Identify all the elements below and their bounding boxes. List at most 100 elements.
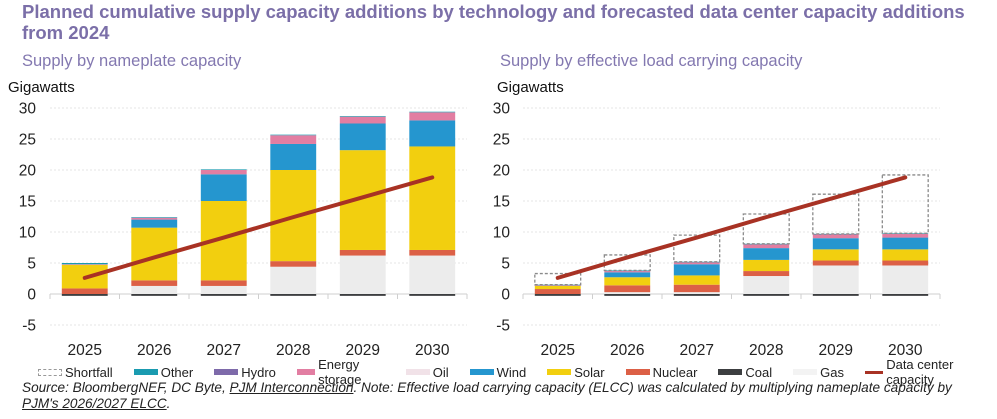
y-tick-label: 0: [501, 287, 510, 304]
bar-solar-2027: [673, 275, 720, 285]
bar-nuclear-2025: [61, 288, 108, 294]
bar-coal-2030: [409, 294, 456, 296]
bar-other-2029: [812, 233, 859, 235]
bar-nuclear-2030: [882, 260, 929, 266]
y-tick-label: 25: [19, 132, 36, 149]
x-tick-label: 2030: [415, 342, 450, 359]
bar-coal-2029: [812, 294, 859, 296]
bar-gas-2028: [270, 266, 317, 294]
bar-energy-storage-2030: [409, 112, 456, 121]
legend-label: Hydro: [241, 364, 276, 380]
bar-wind-2030: [409, 120, 456, 147]
bar-nuclear-2025: [534, 289, 581, 294]
legend-item-oil: Oil: [405, 364, 449, 380]
bar-gas-2029: [339, 255, 386, 294]
bar-coal-2026: [131, 294, 178, 296]
data-center-capacity-line: [555, 175, 908, 280]
bar-energy-storage-2027: [200, 170, 247, 175]
legend-swatch-oil: [405, 369, 430, 375]
bar-coal-2027: [200, 294, 247, 296]
bar-energy-storage-2028: [743, 244, 790, 249]
legend-label: Solar: [574, 364, 605, 380]
bar-coal-2030: [882, 294, 929, 296]
bar-wind-2030: [882, 237, 929, 250]
source-suffix: .: [166, 396, 171, 411]
bar-wind-2028: [270, 143, 317, 170]
y-tick-label: 20: [19, 163, 37, 180]
bar-wind-2027: [673, 264, 720, 276]
legend-swatch-shortfall: [38, 368, 62, 376]
data-center-capacity-line: [82, 175, 435, 280]
y-tick-label: 15: [493, 194, 510, 211]
bar-shortfall-2026: [603, 254, 651, 272]
x-tick-label: 2029: [346, 342, 380, 359]
y-tick-label: 20: [493, 163, 511, 180]
bar-coal-2026: [604, 294, 651, 296]
bar-other-2025: [534, 284, 581, 286]
bar-coal-2025: [61, 294, 108, 296]
legend-item-shortfall: Shortfall: [38, 365, 113, 380]
legend-label: Coal: [745, 364, 773, 380]
elcc-capacity-chart: 30 25 20 15 10 5 0 -5 2025 2026 2027 2028 2029 2030: [493, 101, 941, 359]
legend-swatch-wind: [469, 369, 494, 375]
bar-energy-storage-2029: [339, 116, 386, 124]
legend-label: Wind: [496, 364, 527, 380]
bar-other-2029: [339, 116, 386, 117]
legend-label: Oil: [432, 364, 449, 380]
bar-shortfall-2028: [742, 213, 790, 245]
bar-nuclear-2027: [673, 284, 720, 293]
legend-label: Shortfall: [65, 364, 113, 380]
bar-energy-storage-2027: [673, 262, 720, 265]
bar-other-2027: [200, 169, 247, 170]
bar-other-2030: [409, 111, 456, 113]
bar-other-2028: [270, 134, 317, 136]
bar-other-2026: [131, 217, 178, 218]
legend-swatch-hydro: [214, 369, 239, 375]
legend-item-solar: Solar: [547, 364, 605, 380]
bar-gas-2027: [200, 285, 247, 294]
bar-energy-storage-2029: [812, 234, 859, 239]
bar-gas-2030: [409, 255, 456, 294]
chart-title: Planned cumulative supply capacity addit…: [22, 1, 965, 43]
bar-solar-2030: [409, 146, 456, 250]
source-note: Source: BloombergNEF, DC Byte, PJM Inter…: [22, 380, 987, 412]
bar-coal-2025: [534, 294, 581, 296]
bar-gas-2030: [882, 265, 929, 294]
bar-nuclear-2029: [339, 249, 386, 256]
legend-item-coal: Coal: [718, 365, 772, 380]
pjm-elcc-link[interactable]: PJM's 2026/2027 ELCC: [22, 396, 167, 411]
bar-nuclear-2028: [743, 271, 790, 277]
y-tick-label: 5: [501, 256, 510, 273]
y-tick-label: 30: [493, 101, 511, 118]
legend-label: Other: [160, 364, 194, 380]
legend-item-other: Other: [133, 364, 194, 380]
x-tick-label: 2028: [749, 342, 783, 359]
legend-swatch-coal: [718, 369, 743, 375]
bar-shortfall-2025: [534, 272, 582, 286]
bar-wind-2028: [743, 248, 790, 260]
pjm-interconnection-link[interactable]: PJM Interconnection: [229, 380, 354, 395]
x-tick-label: 2028: [276, 342, 310, 359]
bar-solar-2029: [812, 249, 859, 261]
y-tick-label: 5: [27, 256, 36, 273]
left-chart-subtitle: Supply by nameplate capacity: [22, 52, 242, 70]
bar-wind-2029: [339, 123, 386, 151]
legend-label: Data center capacity: [886, 357, 954, 387]
x-tick-label: 2026: [610, 342, 644, 359]
y-tick-label: 10: [493, 225, 511, 242]
x-tick-label: 2029: [819, 342, 853, 359]
bar-gas-2029: [812, 265, 859, 294]
source-prefix: Source: BloombergNEF, DC Byte,: [22, 380, 230, 395]
y-tick-label: -5: [496, 318, 510, 335]
bar-wind-2027: [200, 174, 247, 201]
legend-item-nuclear: Nuclear: [625, 365, 697, 380]
bar-wind-2029: [812, 238, 859, 250]
bar-solar-2026: [604, 277, 651, 286]
bar-coal-2027: [673, 294, 720, 296]
y-tick-label: 15: [19, 194, 36, 211]
bar-nuclear-2026: [131, 280, 178, 286]
bar-energy-storage-2030: [882, 233, 929, 238]
bar-solar-2030: [882, 249, 929, 261]
bar-nuclear-2028: [270, 261, 317, 267]
bar-wind-2026: [604, 272, 651, 278]
